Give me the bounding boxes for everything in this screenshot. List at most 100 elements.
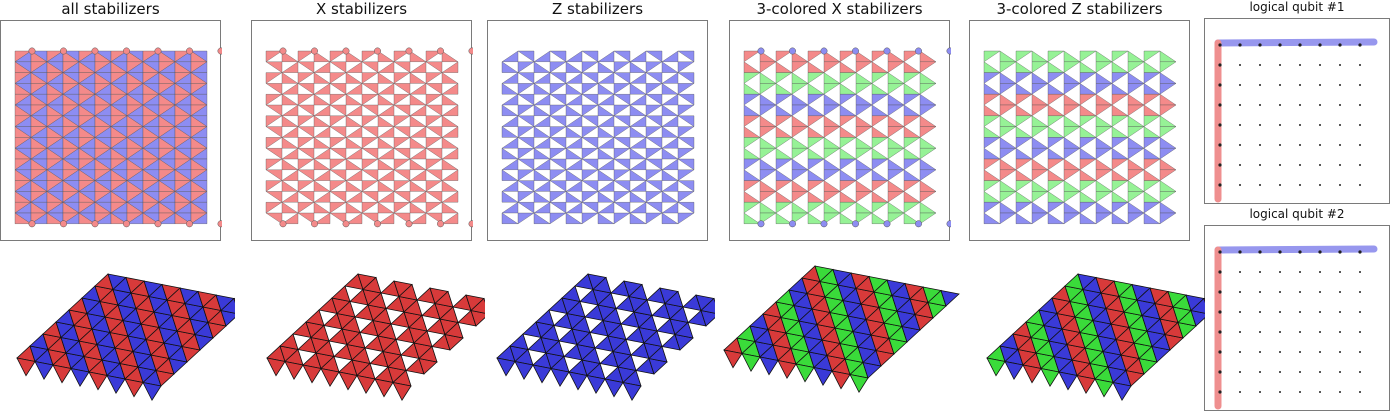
triangle-face (1143, 104, 1161, 116)
triangle-face (791, 93, 809, 106)
triangle-face (345, 180, 363, 192)
face-3d (940, 289, 960, 307)
triangle-face (581, 202, 599, 214)
triangle-face (1111, 94, 1129, 106)
triangle-face (999, 201, 1017, 214)
triangle-face (581, 169, 599, 181)
triangle-face (281, 201, 299, 214)
triangle-face (887, 93, 905, 106)
triangle-face (645, 126, 663, 138)
edge-tooth-3d (374, 378, 394, 398)
triangle-face (645, 115, 663, 127)
face-3d (700, 297, 715, 314)
boundary-marker-top (468, 47, 473, 55)
triangle-face (1031, 115, 1049, 127)
triangle-face (839, 94, 857, 106)
triangle-face (1047, 115, 1065, 127)
triangle-face (281, 212, 299, 224)
qubit-dot (1239, 371, 1241, 373)
triangle-face (823, 137, 841, 149)
edge-tooth-3d (1040, 367, 1060, 388)
boundary-marker-top (123, 47, 130, 55)
qubit-dot (1299, 64, 1301, 66)
qubit-dot (1339, 184, 1341, 186)
edge-tooth-3d (741, 352, 761, 373)
triangle-face (345, 93, 363, 106)
triangle-face (887, 148, 905, 160)
triangle-face (999, 126, 1017, 138)
qubit-dot (1359, 331, 1361, 333)
triangle-face (1127, 137, 1145, 149)
triangle-face (983, 115, 1001, 127)
qubit-dot (1259, 271, 1261, 273)
triangle-face (871, 147, 889, 160)
edge-tooth-3d (1058, 371, 1078, 391)
triangle-face (1079, 61, 1097, 73)
face-3d (310, 324, 330, 342)
edge-tooth-3d (1004, 360, 1024, 381)
triangle-face (645, 169, 663, 181)
triangle-face (597, 201, 615, 214)
triangle-face (1079, 180, 1097, 192)
qubit-dot (1359, 351, 1361, 353)
qubit-dot (1338, 250, 1342, 254)
triangle-face (629, 83, 647, 95)
triangle-face (1159, 72, 1177, 84)
triangle-face (839, 137, 857, 149)
triangle-face (549, 169, 567, 181)
qubit-dot (1218, 63, 1222, 67)
triangle-face (919, 126, 937, 138)
triangle-face (1111, 212, 1129, 224)
triangle-face (1143, 169, 1161, 181)
boundary-marker-bottom (342, 220, 350, 228)
qubit-dot (1299, 124, 1301, 126)
triangle-face (565, 72, 583, 84)
triangle-face (887, 158, 905, 170)
triangle-face (297, 169, 315, 181)
triangle-face (807, 169, 825, 181)
triangle-face (565, 191, 583, 203)
qubit-dot (1278, 43, 1282, 47)
triangle-face (393, 169, 411, 181)
edge-tooth-3d (70, 367, 90, 388)
triangle-face (1143, 94, 1161, 106)
triangle-face (1111, 115, 1129, 127)
triangle-face (501, 180, 519, 192)
qubit-dot (1259, 64, 1261, 66)
triangle-face (983, 169, 1001, 181)
all-stabilizers-lattice (14, 47, 222, 228)
triangle-face (441, 180, 459, 192)
triangle-face (281, 115, 299, 127)
triangle-face (629, 50, 647, 62)
triangle-face (329, 104, 347, 117)
triangle-face (409, 191, 427, 203)
triangle-face (1159, 180, 1177, 192)
triangle-face (743, 212, 761, 224)
triangle-face (1047, 147, 1065, 160)
triangle-face (549, 115, 567, 127)
triangle-face (823, 212, 841, 225)
triangle-face (265, 202, 283, 214)
qubit-dot (1279, 351, 1281, 353)
triangle-face (645, 212, 663, 225)
triangle-face (425, 180, 443, 192)
triangle-face (823, 180, 841, 192)
qubit-dot (1259, 184, 1261, 186)
triangle-face (1063, 191, 1081, 203)
triangle-face (297, 137, 315, 149)
triangle-face (297, 104, 315, 117)
triangle-face (1063, 158, 1081, 170)
qubit-dot (1239, 144, 1241, 146)
triangle-face (791, 158, 809, 170)
triangle-face (999, 50, 1017, 62)
triangle-face (871, 212, 889, 224)
triangle-face (871, 180, 889, 192)
triangle-face (839, 104, 857, 116)
triangle-face (345, 212, 363, 224)
qubit-dot (1339, 311, 1341, 313)
triangle-face (775, 169, 793, 181)
triangle-face (775, 83, 793, 95)
triangle-face (597, 137, 615, 149)
triangle-face (581, 191, 599, 203)
triangle-face (855, 137, 873, 149)
